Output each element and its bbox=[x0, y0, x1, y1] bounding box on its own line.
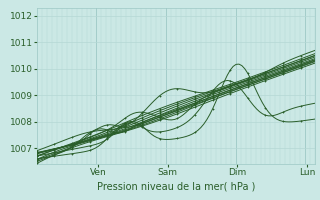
X-axis label: Pression niveau de la mer( hPa ): Pression niveau de la mer( hPa ) bbox=[97, 181, 255, 191]
